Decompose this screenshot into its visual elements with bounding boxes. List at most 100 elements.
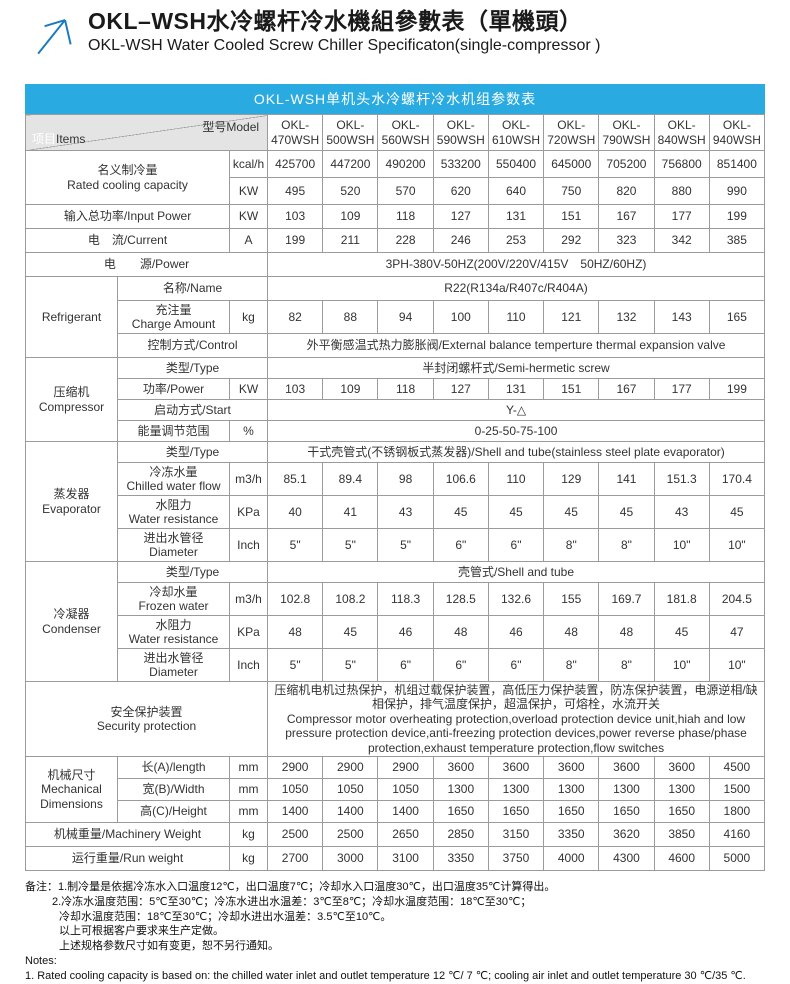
- value-cell: 10": [708, 648, 766, 682]
- value-cell: 128.5: [432, 582, 489, 616]
- unit-cell: KW: [228, 204, 269, 229]
- value-cell: 5": [267, 528, 324, 562]
- value-cell: 118.3: [377, 582, 434, 616]
- cond-resistance-label: 水阻力 Water resistance: [117, 615, 230, 649]
- unit-cell: mm: [228, 777, 269, 801]
- value-cell: 10": [708, 528, 766, 562]
- value-cell: 45: [708, 495, 766, 529]
- value-cell: 45: [543, 495, 600, 529]
- refrigerant-group-label: Refrigerant: [25, 276, 118, 358]
- note-line: 冷却水温度范围：18℃至30℃；冷却水进出水温差：3.5℃至10℃。: [59, 910, 392, 923]
- model-code: 610WSH: [492, 132, 541, 147]
- value-cell: 110: [487, 300, 545, 334]
- value-cell: 46: [487, 615, 545, 649]
- row-height: 高(C)/Height mm 1400 1400 1400 1650 1650 …: [26, 799, 766, 823]
- security-text-en: Compressor motor overheating protection,…: [285, 711, 747, 755]
- charge-label-zh: 充注量: [155, 302, 192, 317]
- value-cell: 10": [653, 648, 710, 682]
- value-cell: 121: [543, 300, 600, 334]
- value-cell: 85.1: [267, 462, 324, 496]
- cond-diameter-label-en: Diameter: [149, 665, 198, 679]
- row-cond-water-resistance: 水阻力 Water resistance KPa 48 45 46 48 46 4…: [26, 615, 766, 649]
- row-cooling-kcal: 名义制冷量 Rated cooling capacity kcal/h 42570…: [25, 150, 766, 205]
- value-cell: 102.8: [267, 582, 324, 616]
- value-cell: 1650: [487, 799, 545, 823]
- value-cell: 41: [322, 495, 379, 529]
- value-cell: 880: [653, 177, 710, 205]
- value-cell: 3600: [598, 755, 655, 779]
- evap-diameter-label-en: Diameter: [149, 545, 198, 559]
- value-cell: 118: [377, 204, 434, 229]
- unit-cell: kg: [228, 845, 269, 871]
- table-banner: OKL-WSH单机头水冷螺杆冷水机组参数表: [25, 84, 765, 114]
- value-cell: 490200: [377, 150, 434, 178]
- value-cell: 5": [322, 648, 379, 682]
- model-prefix: OKL-: [667, 118, 696, 133]
- compressor-type-label: 类型/Type: [116, 357, 269, 379]
- row-control: 控制方式/Control 外平衡感温式热力膨胀阀/External balanc…: [26, 333, 765, 358]
- model-code: 840WSH: [657, 132, 706, 147]
- cond-diameter-label: 进出水管径 Diameter: [117, 648, 230, 682]
- value-cell: 8": [598, 528, 655, 562]
- length-label: 长(A)/length: [117, 755, 230, 779]
- value-cell: 2500: [322, 821, 379, 847]
- current-label: 电 流/Current: [25, 228, 230, 253]
- row-cond-diameter: 进出水管径 Diameter Inch 5" 5" 6" 6" 6" 8" 8" …: [26, 648, 766, 682]
- value-cell: 3600: [543, 755, 600, 779]
- condenser-group-label: 冷凝器 Condenser: [25, 561, 118, 682]
- cond-diameter-label-zh: 进出水管径: [143, 650, 204, 665]
- value-cell: 94: [377, 300, 434, 334]
- unit-cell: Inch: [228, 648, 269, 682]
- value-cell: 246: [432, 228, 489, 253]
- value-cell: 6": [432, 648, 489, 682]
- value-cell: 151: [543, 204, 600, 229]
- value-cell: 43: [377, 495, 434, 529]
- model-prefix: OKL-: [446, 118, 475, 133]
- spec-table: 项目Items 型号Model OKL- 470WSH OKL- 500WSH OK…: [24, 114, 766, 871]
- notes-block: 备注：1.制冷量是依据冷冻水入口温度12℃，出口温度7℃；冷却水入口温度30℃，…: [25, 880, 790, 984]
- model-label: 型号Model: [202, 120, 260, 134]
- charge-label: 充注量 Charge Amount: [117, 300, 230, 334]
- row-evap-diameter: 进出水管径 Diameter Inch 5" 5" 5" 6" 6" 8" 8" …: [26, 528, 766, 562]
- unit-cell: KW: [228, 378, 269, 400]
- unit-cell: mm: [228, 755, 269, 779]
- row-condenser-type: 冷凝器 Condenser 类型/Type 壳管式/Shell and tube: [25, 561, 765, 682]
- model-header: OKL- 840WSH: [653, 114, 710, 151]
- value-cell: 1400: [377, 799, 434, 823]
- row-run-weight: 运行重量/Run weight kg 2700 3000 3100 3350 3…: [25, 845, 766, 871]
- value-cell: 5000: [708, 845, 766, 871]
- refrigerant-name-label: 名称/Name: [116, 276, 269, 301]
- value-cell: 3600: [653, 755, 710, 779]
- run-weight-label: 运行重量/Run weight: [25, 845, 230, 871]
- energy-adjust-value: 0-25-50-75-100: [267, 420, 765, 442]
- value-cell: 495: [267, 177, 324, 205]
- height-label: 高(C)/Height: [117, 799, 230, 823]
- value-cell: 640: [487, 177, 545, 205]
- value-cell: 4160: [708, 821, 766, 847]
- value-cell: 127: [432, 378, 489, 400]
- value-cell: 1800: [708, 799, 766, 823]
- corner-cell: 项目Items 型号Model: [24, 114, 269, 151]
- row-input-power: 输入总功率/Input Power KW 103 109 118 127 131…: [25, 204, 766, 229]
- chilled-flow-label-zh: 冷冻水量: [149, 464, 198, 479]
- control-label: 控制方式/Control: [116, 333, 269, 358]
- brand-arrow-icon: [37, 19, 72, 55]
- items-label: 项目Items: [32, 132, 85, 146]
- value-cell: 3150: [487, 821, 545, 847]
- security-label-en: Security protection: [96, 718, 197, 733]
- model-code: 790WSH: [602, 132, 651, 147]
- value-cell: 167: [598, 378, 655, 400]
- chilled-flow-label-en: Chilled water flow: [126, 479, 221, 493]
- value-cell: 1650: [598, 799, 655, 823]
- model-code: 590WSH: [436, 132, 485, 147]
- value-cell: 165: [708, 300, 766, 334]
- page-title-zh: OKL–WSH水冷螺杆冷水機組參數表（單機頭）: [88, 8, 583, 34]
- value-cell: 550400: [487, 150, 545, 178]
- condenser-type-label: 类型/Type: [116, 561, 269, 583]
- model-header: OKL- 500WSH: [322, 114, 379, 151]
- width-label: 宽(B)/Width: [117, 777, 230, 801]
- value-cell: 2850: [432, 821, 489, 847]
- compressor-group-label: 压缩机 Compressor: [25, 357, 118, 442]
- value-cell: 151.3: [653, 462, 710, 496]
